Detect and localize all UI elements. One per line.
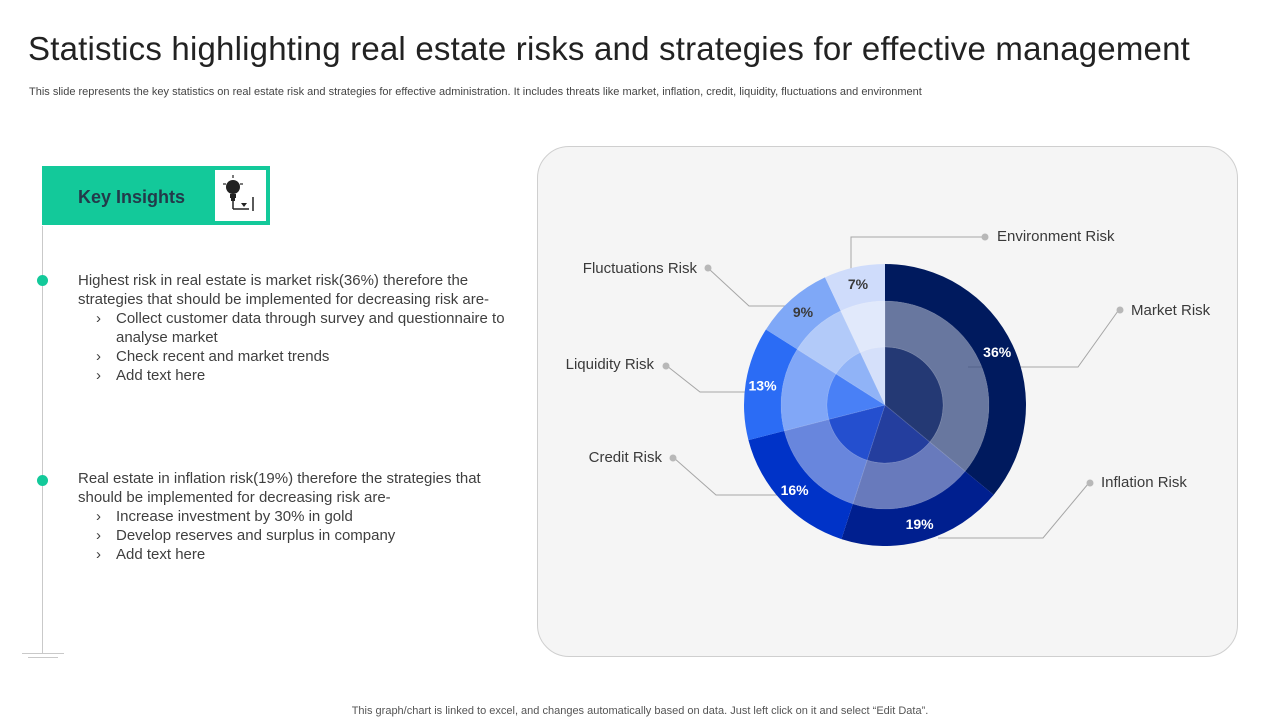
callout-line: [708, 268, 793, 307]
callout-dot: [662, 362, 670, 370]
callout-dot: [1086, 479, 1094, 487]
pie-slice-credit-risk-ring-2[interactable]: [828, 404, 886, 461]
pie-slice-fluctuations-risk[interactable]: [765, 277, 841, 350]
pie-slice-inflation-risk[interactable]: [841, 471, 994, 546]
list-item: › Add text here: [96, 546, 206, 563]
data-label: 19%: [906, 516, 935, 532]
pie-slice-environment-risk[interactable]: [824, 264, 885, 311]
insight-block-1: Highest risk in real estate is market ri…: [78, 271, 518, 385]
callout-dot: [1116, 306, 1124, 314]
list-item: › Increase investment by 30% in gold: [96, 508, 353, 525]
page-title: Statistics highlighting real estate risk…: [28, 30, 1191, 67]
key-insights-header: Key Insights: [42, 166, 270, 225]
pie-slice-environment-risk-ring-2[interactable]: [859, 346, 886, 406]
legend-label-fluctuations-risk: Fluctuations Risk: [583, 260, 698, 277]
callout-dot: [704, 264, 712, 272]
chevron-right-icon: ›: [96, 508, 101, 525]
callout-line: [938, 483, 1089, 539]
pie-slice-credit-risk[interactable]: [748, 430, 853, 540]
callout-line: [850, 236, 983, 273]
list-item: › Check recent and market trends: [96, 348, 330, 365]
list-item: › Develop reserves and surplus in company: [96, 527, 396, 544]
timeline-dot-1: [37, 275, 48, 286]
callout-line: [666, 365, 747, 393]
legend-label-inflation-risk: Inflation Risk: [1101, 474, 1187, 491]
key-insights-title: Key Insights: [78, 187, 186, 207]
timeline-line: [42, 226, 43, 654]
list-item: › Add text here: [96, 367, 206, 384]
chevron-right-icon: ›: [96, 546, 101, 563]
pie-slice-fluctuations-risk-ring-2[interactable]: [835, 351, 887, 407]
pie-slice-liquidity-risk-ring-2[interactable]: [826, 373, 887, 421]
timeline-base-inner: [28, 657, 58, 658]
page-subtitle: This slide represents the key statistics…: [29, 86, 922, 98]
lightbulb-idea-icon: [214, 169, 267, 222]
pie-slice-inflation-risk-ring-2[interactable]: [866, 404, 931, 464]
legend-label-market-risk: Market Risk: [1131, 302, 1211, 319]
data-label: 7%: [848, 276, 869, 292]
insight-text: Real estate in inflation risk(19%) there…: [78, 470, 481, 506]
timeline-base: [22, 653, 64, 654]
data-label: 36%: [983, 344, 1012, 360]
chevron-right-icon: ›: [96, 367, 101, 384]
chart-panel: 36% 19% 16% 13% 9% 7% Market Risk Inflation Ris…: [537, 146, 1238, 657]
risk-pie-chart: 36% 19% 16% 13% 9% 7% Market Risk Inflation Ris…: [566, 228, 1211, 546]
timeline-dot-2: [37, 475, 48, 486]
chevron-right-icon: ›: [96, 310, 101, 327]
pie-slice-market-risk[interactable]: [885, 264, 1026, 495]
legend-label-credit-risk: Credit Risk: [589, 449, 663, 466]
pie-slice-market-risk-ring-2[interactable]: [884, 346, 944, 443]
insight-block-2: Real estate in inflation risk(19%) there…: [78, 469, 518, 564]
legend-label-liquidity-risk: Liquidity Risk: [566, 356, 655, 373]
data-label: 13%: [749, 378, 778, 394]
list-item: › Collect customer data through survey an…: [96, 310, 505, 346]
data-label: 9%: [793, 304, 814, 320]
pie-slice-liquidity-risk[interactable]: [744, 329, 798, 441]
footer-note: This graph/chart is linked to excel, and…: [351, 705, 929, 717]
chevron-right-icon: ›: [96, 348, 101, 365]
callout-dot: [981, 233, 989, 241]
insight-text: Highest risk in real estate is market ri…: [78, 272, 490, 308]
data-label: 16%: [781, 482, 810, 498]
callout-line: [673, 457, 789, 496]
legend-label-environment-risk: Environment Risk: [997, 228, 1115, 245]
callout-dot: [669, 454, 677, 462]
chevron-right-icon: ›: [96, 527, 101, 544]
